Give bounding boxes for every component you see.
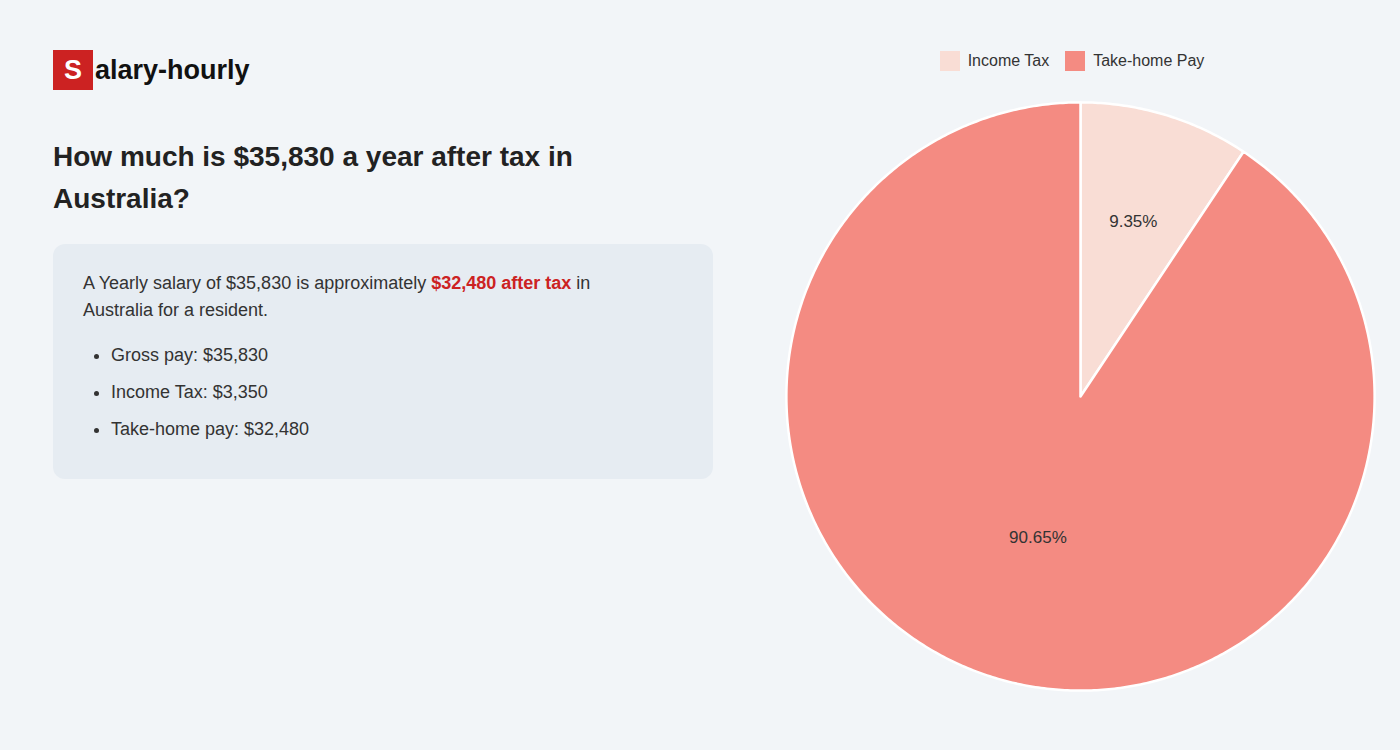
html-text:A Yearly salary of $35,830 is: A Yearly salary of $35,830 is approximat…	[83, 273, 591, 293]
html-text:Take-home pay: $32,480: Take-home pay: $32,480	[111, 419, 310, 439]
html-text:S: S	[64, 54, 82, 85]
svg-text:9.35%: 9.35%	[1109, 212, 1157, 231]
html-text:Income Tax: Income Tax	[967, 52, 1050, 69]
html-text:Take-home Pay: Take-home Pay	[1093, 52, 1205, 69]
html-text:Income Tax: $3,350: Income Tax: $3,350	[111, 382, 268, 402]
html-text:alary-hourly: alary-hourly	[95, 54, 250, 85]
svg-text:90.65%: 90.65%	[1009, 527, 1067, 546]
html-text:How much is $35,830 a year aft: How much is $35,830 a year after tax in …	[53, 141, 573, 214]
html-text:Gross pay: $35,830: Gross pay: $35,830	[111, 345, 269, 365]
html-text:Australia for a resident.: Australia for a resident.	[83, 300, 269, 320]
